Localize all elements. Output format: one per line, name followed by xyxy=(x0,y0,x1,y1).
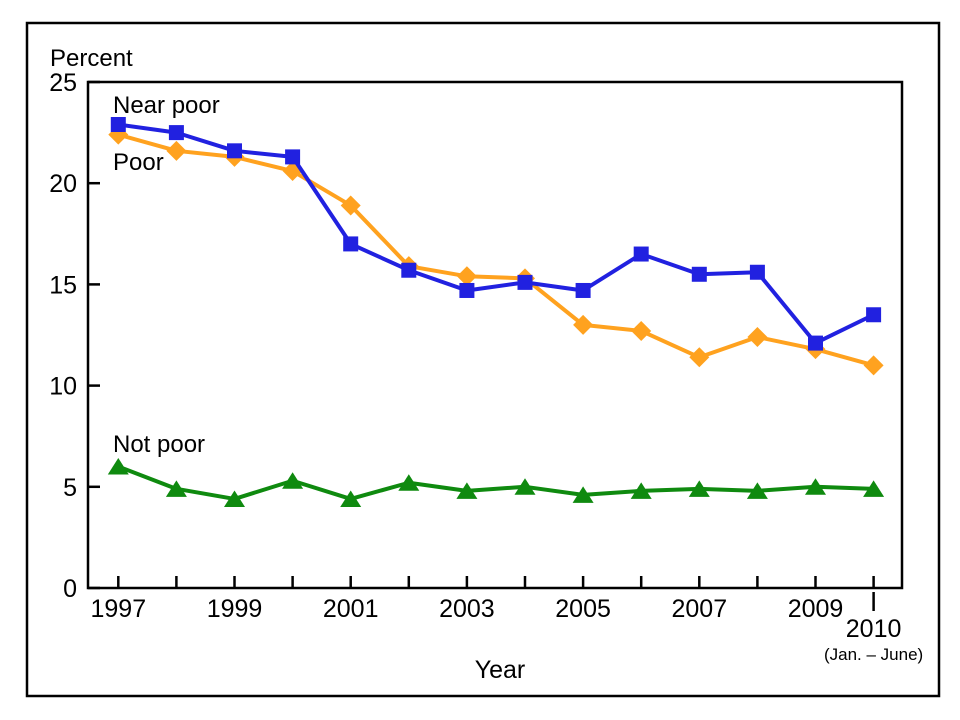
marker-near-poor-1998 xyxy=(168,125,184,141)
marker-near-poor-1999 xyxy=(227,143,242,159)
marker-not-poor-2005 xyxy=(572,486,594,503)
marker-not-poor-2007 xyxy=(688,480,710,497)
marker-not-poor-1997 xyxy=(107,458,129,475)
series-poor xyxy=(108,124,884,376)
y-tick-label-15: 15 xyxy=(49,271,77,299)
marker-not-poor-2008 xyxy=(746,482,768,499)
marker-not-poor-2009 xyxy=(805,478,826,495)
marker-near-poor-2010 xyxy=(866,307,882,323)
marker-not-poor-2003 xyxy=(456,482,478,499)
marker-near-poor-2001 xyxy=(343,236,359,252)
marker-not-poor-2006 xyxy=(630,482,652,499)
x-tick-label-1999: 1999 xyxy=(207,595,263,623)
series-line-poor xyxy=(116,132,876,368)
series-label-not-poor: Not poor xyxy=(113,431,205,458)
x-tick-label-1997: 1997 xyxy=(90,595,146,623)
figure-border xyxy=(25,21,941,698)
y-tick-label-5: 5 xyxy=(63,474,77,502)
series-not-poor xyxy=(107,458,885,507)
x-tick-label-2005: 2005 xyxy=(555,595,611,623)
marker-not-poor-2001 xyxy=(340,490,362,507)
y-axis-title: Percent xyxy=(50,45,133,72)
marker-near-poor-2005 xyxy=(575,282,591,298)
y-tick-label-10: 10 xyxy=(49,373,77,401)
marker-near-poor-2008 xyxy=(749,264,765,280)
marker-near-poor-2003 xyxy=(459,282,475,298)
series-line-not-poor xyxy=(116,464,876,501)
x-axis-title: Year xyxy=(475,656,526,684)
marker-near-poor-2004 xyxy=(517,274,533,290)
marker-poor-1997 xyxy=(108,124,129,145)
marker-near-poor-2000 xyxy=(285,149,301,165)
y-tick-label-20: 20 xyxy=(49,170,77,198)
marker-poor-2006 xyxy=(631,320,652,341)
y-tick-label-25: 25 xyxy=(49,69,77,97)
marker-poor-2010 xyxy=(863,355,884,376)
y-tick-label-0: 0 xyxy=(63,575,77,603)
marker-not-poor-2000 xyxy=(282,472,304,489)
marker-not-poor-1998 xyxy=(165,480,187,497)
marker-poor-2001 xyxy=(340,195,361,216)
marker-poor-2005 xyxy=(573,314,594,335)
x-tick-label-2007: 2007 xyxy=(671,595,727,623)
series-line-near-poor xyxy=(116,122,876,346)
series-label-poor: Poor xyxy=(113,149,164,176)
marker-poor-1998 xyxy=(166,140,187,161)
marker-near-poor-2006 xyxy=(633,246,649,262)
axes: 0 5 10 15 20 25 1997 1999 2001 2003 2005 2007 200920… xyxy=(49,69,923,664)
x-tick-label-2001: 2001 xyxy=(323,595,379,623)
marker-not-poor-2010 xyxy=(863,480,885,497)
plot-frame xyxy=(86,80,904,590)
marker-near-poor-2007 xyxy=(691,266,707,282)
x-tick-note-2010: (Jan. – June) xyxy=(824,645,923,664)
marker-not-poor-2002 xyxy=(398,474,420,491)
marker-poor-2007 xyxy=(689,347,710,368)
marker-not-poor-2004 xyxy=(514,478,536,495)
x-tick-label-2009: 2009 xyxy=(788,595,844,623)
marker-near-poor-2002 xyxy=(401,262,417,278)
series-group: Near poor Poor Not poor xyxy=(107,92,885,507)
marker-poor-2003 xyxy=(456,266,477,287)
marker-near-poor-2009 xyxy=(808,335,823,351)
series-label-near-poor: Near poor xyxy=(113,92,220,119)
marker-near-poor-1997 xyxy=(110,117,126,133)
x-tick-label-2010: 2010 xyxy=(846,615,902,643)
x-tick-label-2003: 2003 xyxy=(439,595,495,623)
series-near-poor xyxy=(110,117,882,351)
marker-not-poor-1999 xyxy=(224,490,245,507)
marker-poor-2008 xyxy=(747,327,768,348)
